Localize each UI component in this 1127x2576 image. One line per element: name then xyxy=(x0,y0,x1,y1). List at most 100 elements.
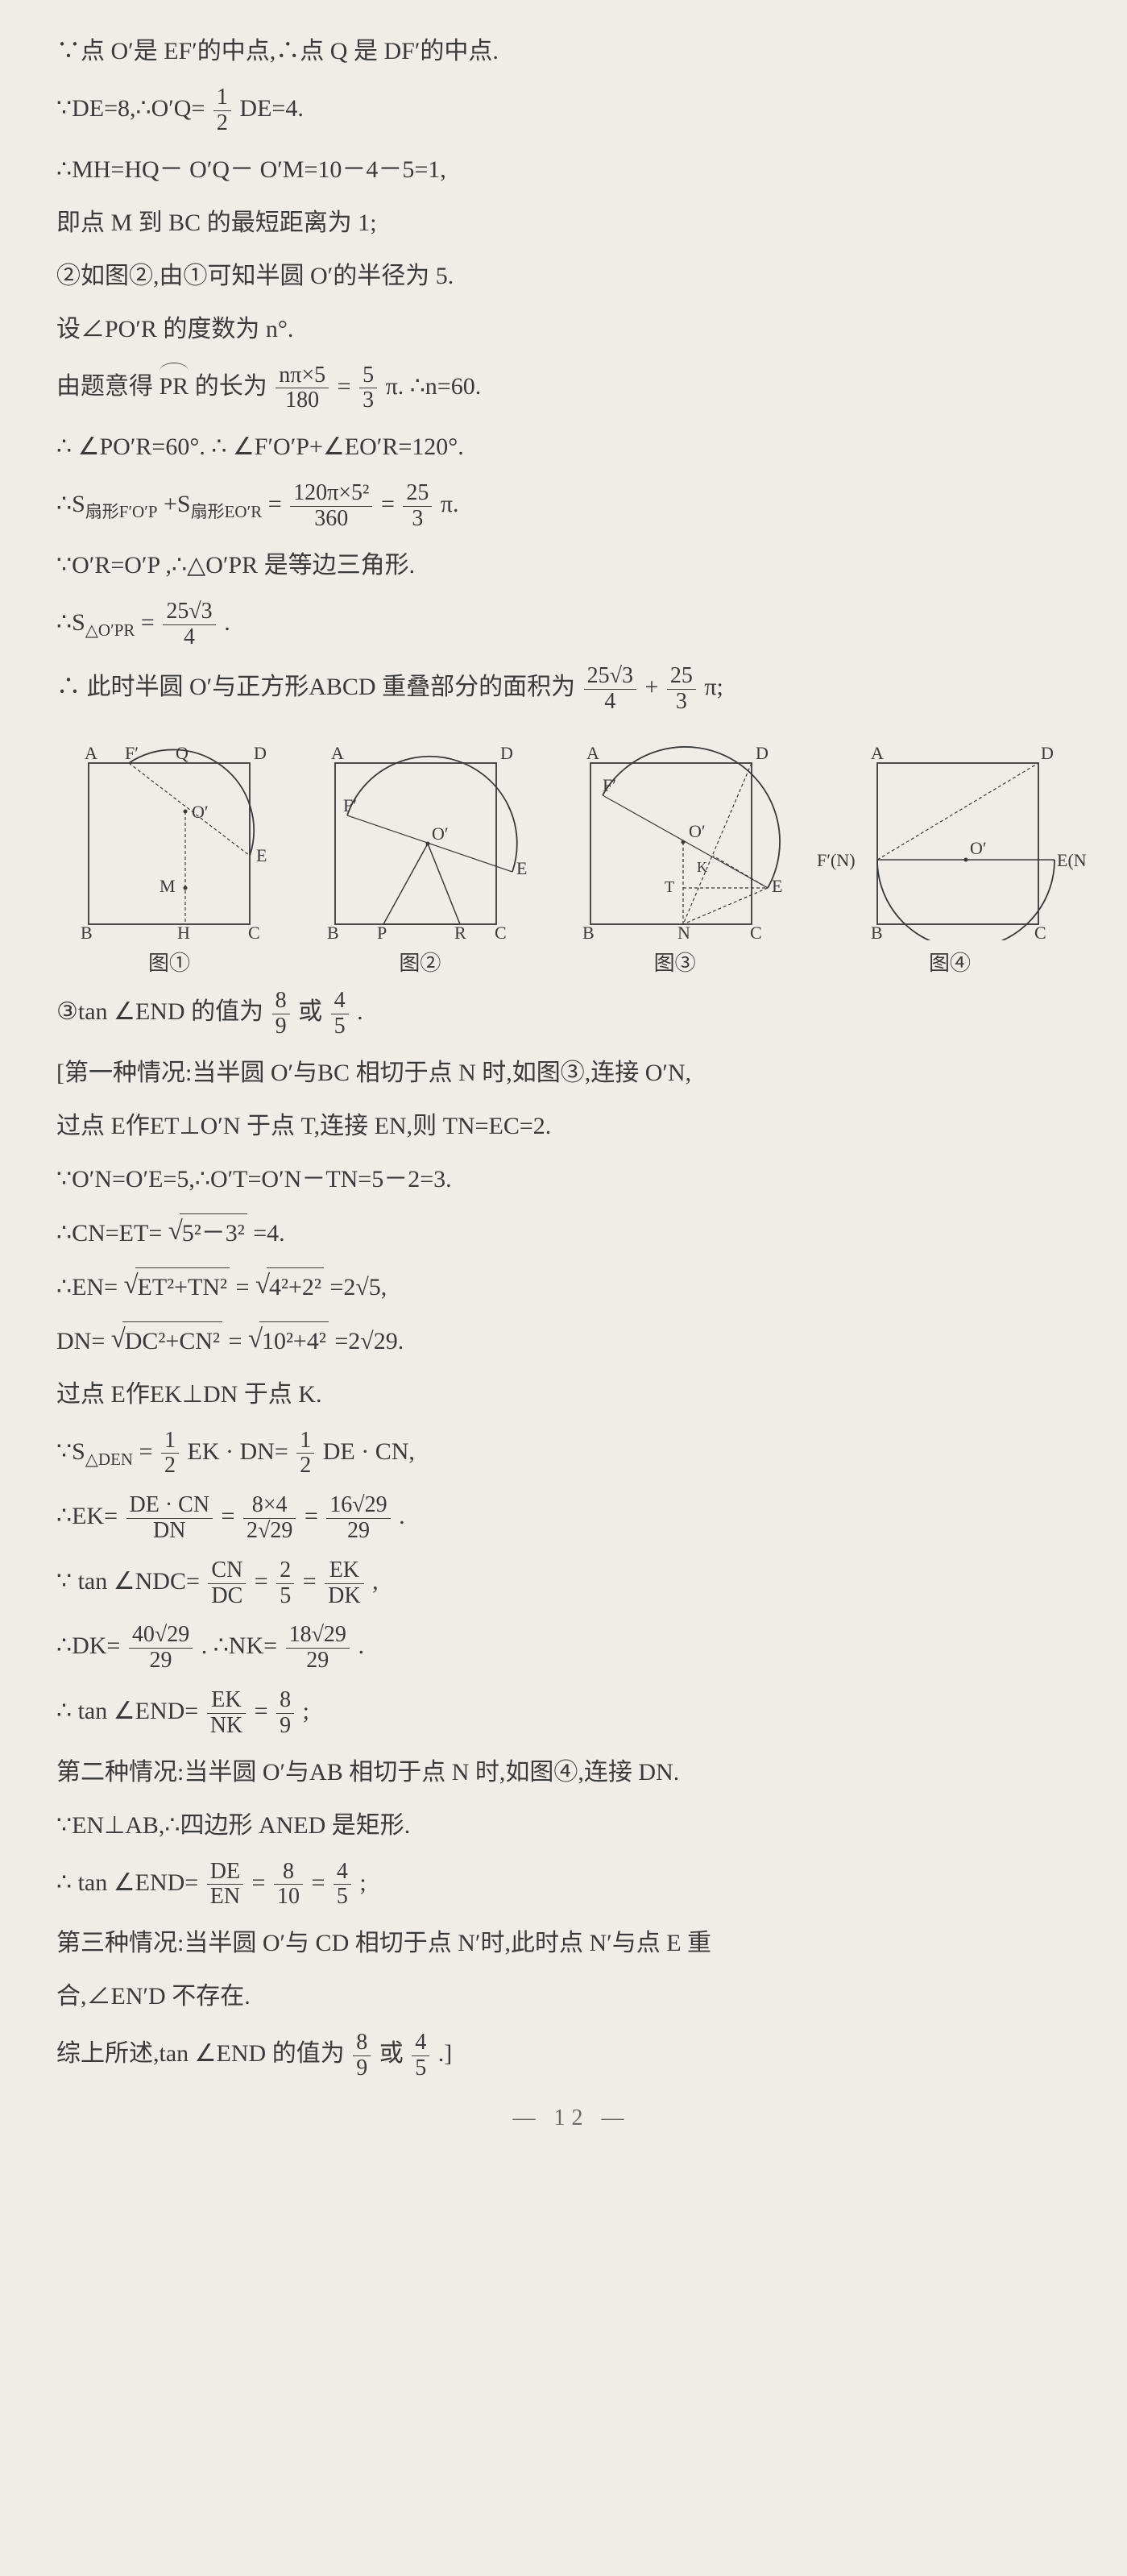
math-line: ∵ tan ∠NDC= CNDC = 25 = EKDK , xyxy=(56,1558,1087,1609)
figure-3: A D F′ O′ K T E B N C 图③ xyxy=(558,731,792,977)
svg-text:F′: F′ xyxy=(125,743,139,763)
math-line: [第一种情况:当半圆 O′与BC 相切于点 N 时,如图③,连接 O′N, xyxy=(56,1054,1087,1093)
page-number: — 12 — xyxy=(56,2105,1087,2131)
math-line: ②如图②,由①可知半圆 O′的半径为 5. xyxy=(56,257,1087,296)
text: ∴ ∠PO′R=60°. ∴ ∠F′O′P+∠EO′R=120°. xyxy=(56,433,464,460)
fraction: 89 xyxy=(272,989,290,1039)
math-line: DN= DC²+CN² = 10²+4² =2√29. xyxy=(56,1321,1087,1361)
text: =2√29. xyxy=(334,1328,404,1354)
text: ∴MH=HQ－ O′Q－ O′M=10－4－5=1, xyxy=(56,156,446,183)
figures-row: A F′ Q D O′ M E B H C 图① A D F′ O′ E xyxy=(56,731,1087,977)
text: = xyxy=(381,491,395,517)
math-line: 即点 M 到 BC 的最短距离为 1; xyxy=(56,204,1087,243)
text: π. ∴n=60. xyxy=(386,373,482,400)
text: ∵EN⊥AB,∴四边形 ANED 是矩形. xyxy=(56,1812,410,1839)
fraction: 25√34 xyxy=(584,664,636,715)
svg-text:N: N xyxy=(677,923,690,940)
text: ③tan ∠END 的值为 xyxy=(56,998,263,1025)
math-line: ∴MH=HQ－ O′Q－ O′M=10－4－5=1, xyxy=(56,151,1087,189)
math-line: ∴ ∠PO′R=60°. ∴ ∠F′O′P+∠EO′R=120°. xyxy=(56,428,1087,467)
text: 设∠PO′R 的度数为 n°. xyxy=(56,316,293,342)
text: ∵ tan ∠NDC= xyxy=(56,1568,200,1595)
svg-text:O′: O′ xyxy=(432,823,449,844)
subscript: △O′PR xyxy=(85,620,135,640)
text: = xyxy=(338,373,351,400)
math-line: 第三种情况:当半圆 O′与 CD 相切于点 N′时,此时点 N′与点 E 重 xyxy=(56,1924,1087,1963)
figure-label: 图② xyxy=(399,947,441,977)
text: + xyxy=(644,674,658,701)
math-line: ∴EK= DE · CNDN = 8×42√29 = 16√2929 . xyxy=(56,1493,1087,1544)
svg-text:D: D xyxy=(1041,743,1054,763)
text: 合,∠EN′D 不存在. xyxy=(56,1983,251,2010)
sqrt: 4²+2² xyxy=(255,1267,324,1307)
svg-text:C: C xyxy=(750,923,762,940)
svg-text:A: A xyxy=(871,743,884,763)
text: . ∴NK= xyxy=(201,1633,277,1660)
fraction: DE · CNDN xyxy=(126,1493,213,1544)
fraction: EKNK xyxy=(207,1688,246,1739)
text: 综上所述,tan ∠END 的值为 xyxy=(56,2040,345,2067)
text: = xyxy=(139,1438,153,1465)
svg-text:O′: O′ xyxy=(192,802,209,822)
svg-text:O′: O′ xyxy=(970,838,987,858)
text: 即点 M 到 BC 的最短距离为 1; xyxy=(56,209,377,236)
text: ∴EN= xyxy=(56,1274,118,1300)
svg-text:A: A xyxy=(331,743,344,763)
text: ∵DE=8,∴O′Q= xyxy=(56,95,205,122)
svg-text:K: K xyxy=(697,859,707,875)
text: ; xyxy=(303,1698,309,1724)
text: 第二种情况:当半圆 O′与AB 相切于点 N 时,如图④,连接 DN. xyxy=(56,1759,679,1786)
svg-text:F′: F′ xyxy=(343,795,357,815)
text: ∵O′R=O′P ,∴△O′PR 是等边三角形. xyxy=(56,552,415,579)
math-line: ∴ 此时半圆 O′与正方形ABCD 重叠部分的面积为 25√34 + 253 π… xyxy=(56,664,1087,715)
fraction: 45 xyxy=(412,2031,429,2081)
math-line: 合,∠EN′D 不存在. xyxy=(56,1977,1087,2016)
svg-text:D: D xyxy=(756,743,769,763)
text: . xyxy=(224,609,230,636)
fraction: 12 xyxy=(296,1429,314,1479)
text: ∴S xyxy=(56,491,85,517)
math-line: 第二种情况:当半圆 O′与AB 相切于点 N 时,如图④,连接 DN. xyxy=(56,1753,1087,1792)
text: = xyxy=(255,1568,268,1595)
fraction: 40√2929 xyxy=(129,1623,193,1674)
text: = xyxy=(141,609,155,636)
text: = xyxy=(252,1869,266,1896)
text: +S xyxy=(164,491,191,517)
text: EK · DN= xyxy=(188,1438,288,1465)
svg-text:B: B xyxy=(327,923,339,940)
math-line: ∴S扇形F′O′P +S扇形EO′R = 120π×5²360 = 253 π. xyxy=(56,481,1087,532)
fraction: 45 xyxy=(334,1860,351,1910)
svg-text:T: T xyxy=(665,878,674,896)
math-line: ∵EN⊥AB,∴四边形 ANED 是矩形. xyxy=(56,1807,1087,1845)
text: π; xyxy=(704,674,723,701)
fraction: 18√2929 xyxy=(286,1623,350,1674)
svg-text:B: B xyxy=(81,923,93,940)
fraction: 89 xyxy=(276,1688,294,1739)
fraction: 16√2929 xyxy=(326,1493,390,1544)
fraction: 810 xyxy=(274,1860,303,1910)
subscript: 扇形EO′R xyxy=(191,502,263,521)
math-line: 过点 E作ET⊥O′N 于点 T,连接 EN,则 TN=EC=2. xyxy=(56,1107,1087,1146)
fraction: 45 xyxy=(331,989,349,1039)
math-line: ∴S△O′PR = 25√34 . xyxy=(56,599,1087,650)
label-e-nprime: E(N′) xyxy=(1057,850,1087,870)
svg-text:B: B xyxy=(582,923,595,940)
math-line: ∴ tan ∠END= DEEN = 810 = 45 ; xyxy=(56,1860,1087,1910)
text: ∵S xyxy=(56,1438,85,1465)
sqrt: 5²－3² xyxy=(168,1213,247,1253)
text: ∴CN=ET= xyxy=(56,1220,162,1247)
fraction: CNDC xyxy=(208,1558,246,1609)
math-line: ∵O′R=O′P ,∴△O′PR 是等边三角形. xyxy=(56,546,1087,585)
subscript: △DEN xyxy=(85,1450,133,1469)
svg-text:Q: Q xyxy=(176,743,189,763)
svg-text:P: P xyxy=(377,923,387,940)
svg-text:O′: O′ xyxy=(689,821,706,841)
text: = xyxy=(303,1568,317,1595)
svg-text:R: R xyxy=(454,923,466,940)
text: [第一种情况:当半圆 O′与BC 相切于点 N 时,如图③,连接 O′N, xyxy=(56,1060,691,1086)
text: π. xyxy=(441,491,459,517)
fraction: EKDK xyxy=(325,1558,363,1609)
svg-text:A: A xyxy=(85,743,97,763)
arc-notation: PR xyxy=(160,364,189,406)
text: =4. xyxy=(253,1220,284,1247)
